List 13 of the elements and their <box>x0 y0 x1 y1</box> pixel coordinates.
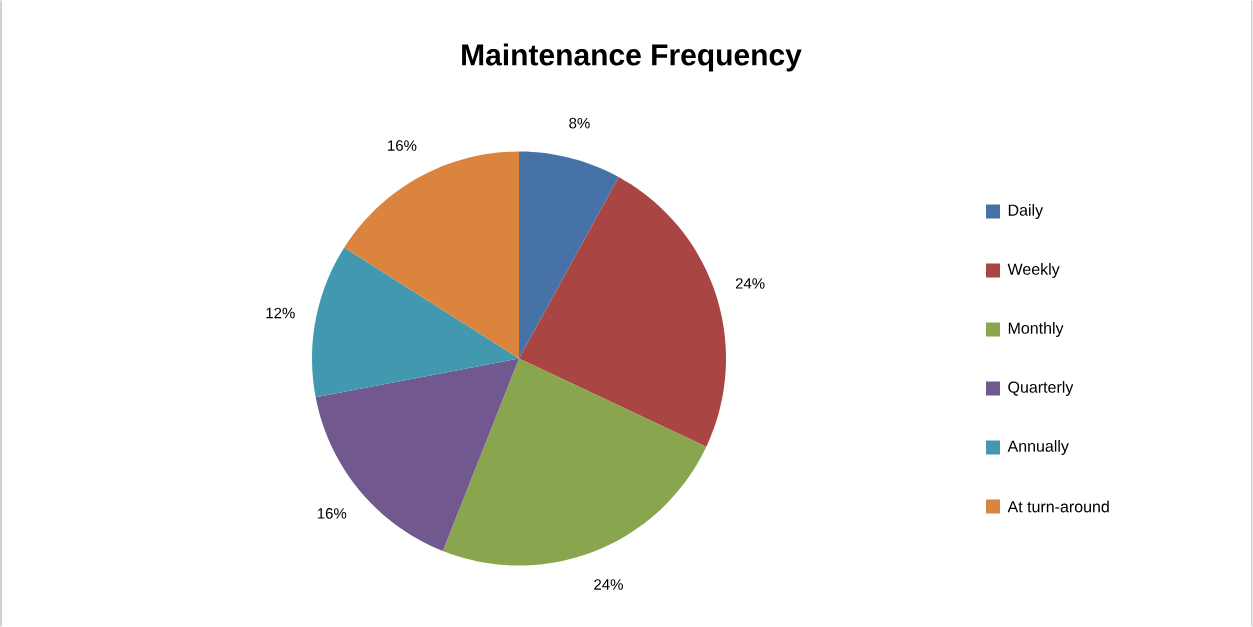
data-label: 16% <box>388 140 417 151</box>
legend-label: Annually <box>1007 440 1069 455</box>
legend-label: Weekly <box>1007 263 1060 278</box>
data-label: 24% <box>594 579 623 590</box>
data-label: 12% <box>266 307 295 319</box>
data-label: 8% <box>569 117 590 129</box>
data-label: 16% <box>317 508 347 519</box>
legend-label: Quarterly <box>1008 381 1074 396</box>
chart-title: Maintenance Frequency <box>462 43 802 72</box>
legend-label: Daily <box>1008 204 1044 219</box>
legend-label: Monthly <box>1008 322 1064 337</box>
legend-label: At turn-around <box>1007 500 1109 513</box>
data-label: 24% <box>735 278 765 289</box>
